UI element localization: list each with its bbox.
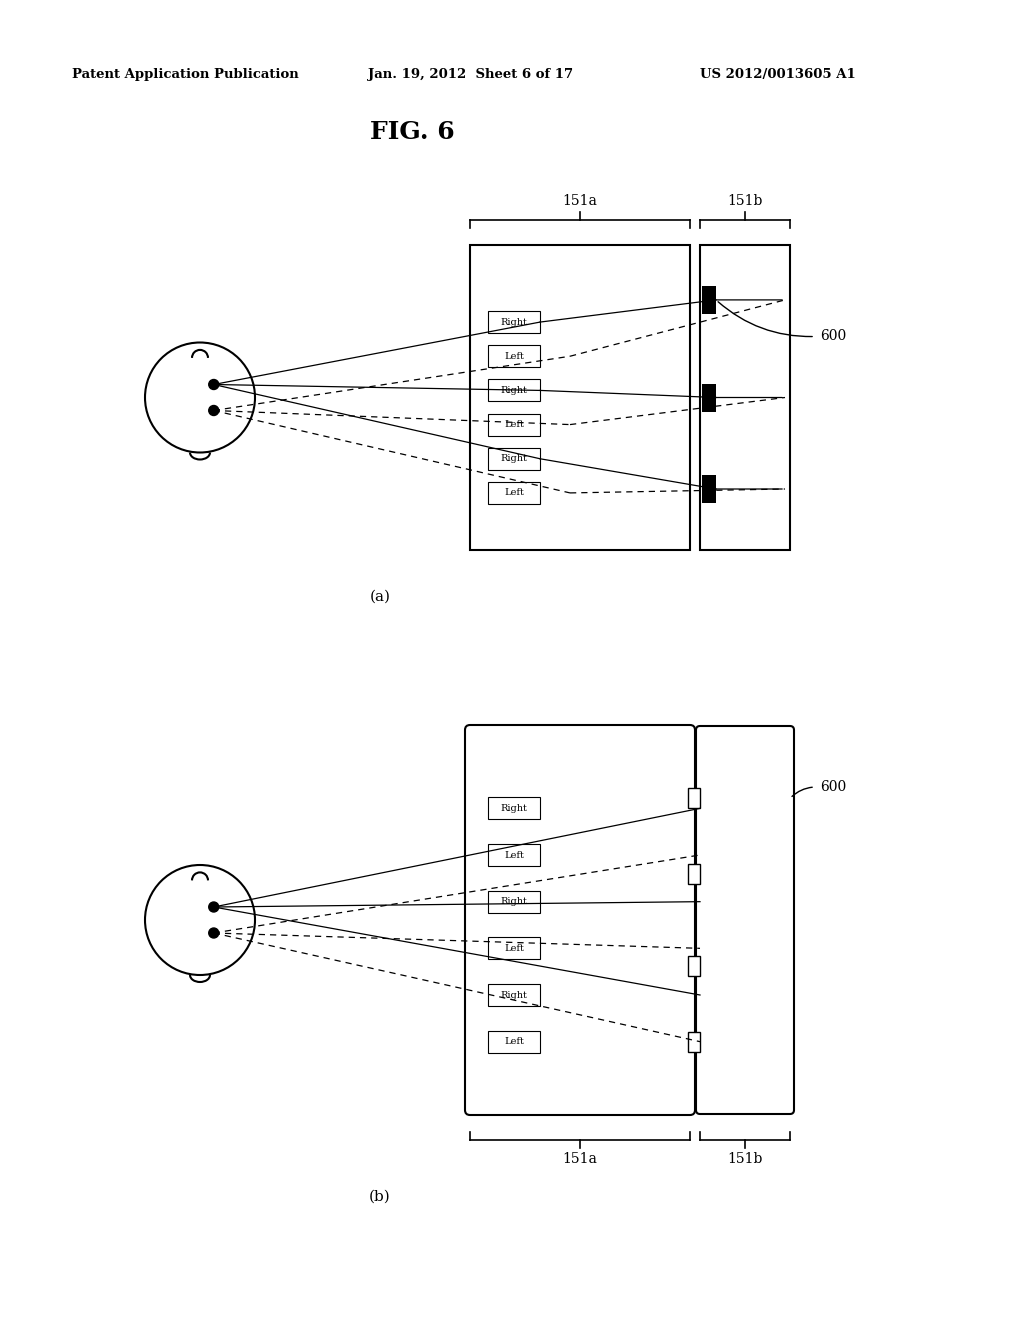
Text: (a): (a): [370, 590, 390, 605]
Bar: [688, 1032, 700, 1052]
Bar: [700, 246, 790, 550]
Text: Right: Right: [501, 454, 527, 463]
Text: 600: 600: [820, 780, 846, 795]
Text: 151b: 151b: [727, 194, 763, 209]
Text: Right: Right: [501, 990, 527, 999]
Text: FIG. 6: FIG. 6: [370, 120, 455, 144]
Bar: [702, 384, 716, 412]
Text: Left: Left: [504, 420, 524, 429]
Text: Patent Application Publication: Patent Application Publication: [72, 69, 299, 81]
Text: 151a: 151a: [562, 194, 597, 209]
Bar: [470, 246, 690, 550]
Bar: [488, 379, 540, 401]
Text: 151b: 151b: [727, 1152, 763, 1166]
Text: Left: Left: [504, 488, 524, 498]
Circle shape: [209, 902, 219, 912]
Text: 151a: 151a: [562, 1152, 597, 1166]
Text: Right: Right: [501, 318, 527, 326]
FancyBboxPatch shape: [696, 726, 794, 1114]
FancyBboxPatch shape: [465, 725, 695, 1115]
Circle shape: [209, 928, 219, 939]
Text: 600: 600: [820, 330, 846, 343]
Bar: [488, 797, 540, 820]
Circle shape: [209, 405, 219, 416]
Bar: [488, 413, 540, 436]
Text: US 2012/0013605 A1: US 2012/0013605 A1: [700, 69, 856, 81]
Text: Left: Left: [504, 850, 524, 859]
Bar: [488, 891, 540, 912]
Bar: [688, 788, 700, 808]
Bar: [702, 475, 716, 503]
Bar: [488, 482, 540, 504]
Text: Left: Left: [504, 944, 524, 953]
Circle shape: [209, 380, 219, 389]
Bar: [702, 286, 716, 314]
Bar: [488, 983, 540, 1006]
Text: Left: Left: [504, 351, 524, 360]
Text: Right: Right: [501, 898, 527, 906]
Text: Right: Right: [501, 385, 527, 395]
Bar: [488, 1031, 540, 1052]
Text: Left: Left: [504, 1038, 524, 1047]
Text: (b): (b): [369, 1191, 391, 1204]
Bar: [488, 447, 540, 470]
Bar: [688, 865, 700, 884]
Text: Jan. 19, 2012  Sheet 6 of 17: Jan. 19, 2012 Sheet 6 of 17: [368, 69, 573, 81]
Bar: [688, 956, 700, 975]
Bar: [488, 843, 540, 866]
Bar: [488, 312, 540, 333]
Bar: [488, 346, 540, 367]
Bar: [488, 937, 540, 960]
Text: Right: Right: [501, 804, 527, 813]
